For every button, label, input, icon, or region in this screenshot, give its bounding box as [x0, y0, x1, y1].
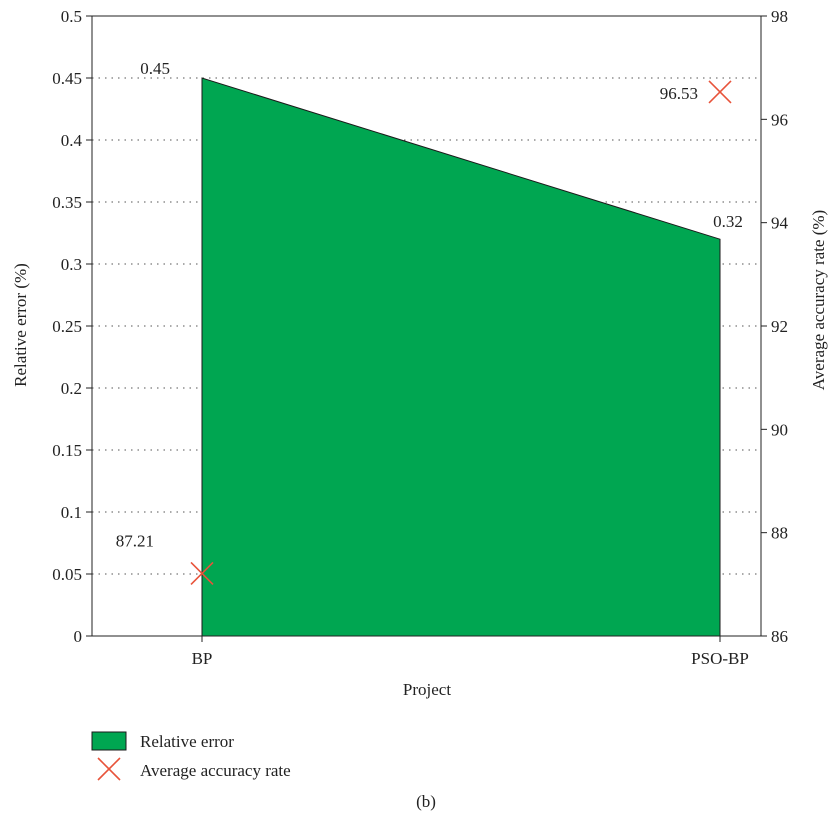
y-right-tick-label: 98 — [771, 7, 788, 26]
data-labels: 0.45 0.32 87.21 96.53 — [116, 59, 743, 550]
y-left-tick-label: 0.35 — [52, 193, 82, 212]
y-right-tick-label: 90 — [771, 420, 788, 439]
y-right-tick-label: 86 — [771, 627, 788, 646]
x-tick-label: PSO-BP — [691, 649, 749, 668]
x-axis-title: Project — [403, 680, 451, 699]
legend-label-relative-error: Relative error — [140, 732, 234, 751]
plot-frame — [91, 15, 762, 637]
y-left-tick-label: 0 — [74, 627, 83, 646]
figure-caption: (b) — [416, 792, 436, 811]
accuracy-label-bp: 87.21 — [116, 531, 154, 550]
y-right-tick-label: 94 — [771, 214, 789, 233]
y-left-tick-label: 0.05 — [52, 565, 82, 584]
y-axis-right-title: Average accuracy rate (%) — [809, 210, 828, 390]
legend-swatch-relative-error — [91, 731, 127, 751]
legend-swatch-average-accuracy-rate — [97, 757, 121, 781]
y-right-tick-label: 92 — [771, 317, 788, 336]
y-left-tick-label: 0.4 — [61, 131, 83, 150]
relative-error-area — [201, 77, 721, 637]
legend: Relative error Average accuracy rate — [91, 731, 291, 781]
relative-error-area-series — [201, 77, 721, 637]
legend-cross-icon — [97, 757, 121, 781]
accuracy-label-pso-bp: 96.53 — [660, 84, 698, 103]
x-tick-label: BP — [192, 649, 213, 668]
y-left-tick-label: 0.1 — [61, 503, 82, 522]
accuracy-marker — [190, 561, 214, 586]
y-left-tick-label: 0.3 — [61, 255, 82, 274]
axes: 0 0.05 0.1 0.15 0.2 0.25 0.3 0.35 0.4 0.45 0.5 86 88… — [52, 7, 788, 668]
legend-label-average-accuracy-rate: Average accuracy rate — [140, 761, 291, 780]
relative-error-label-bp: 0.45 — [140, 59, 170, 78]
y-left-tick-label: 0.5 — [61, 7, 82, 26]
y-left-tick-label: 0.2 — [61, 379, 82, 398]
y-left-tick-label: 0.15 — [52, 441, 82, 460]
relative-error-label-pso-bp: 0.32 — [713, 212, 743, 231]
y-right-tick-label: 88 — [771, 524, 788, 543]
y-axis-left-title: Relative error (%) — [11, 263, 30, 387]
y-right-tick-label: 96 — [771, 110, 788, 129]
accuracy-marker-series — [190, 80, 732, 586]
y-left-tick-label: 0.25 — [52, 317, 82, 336]
accuracy-marker — [708, 80, 732, 104]
y-left-tick-label: 0.45 — [52, 69, 82, 88]
